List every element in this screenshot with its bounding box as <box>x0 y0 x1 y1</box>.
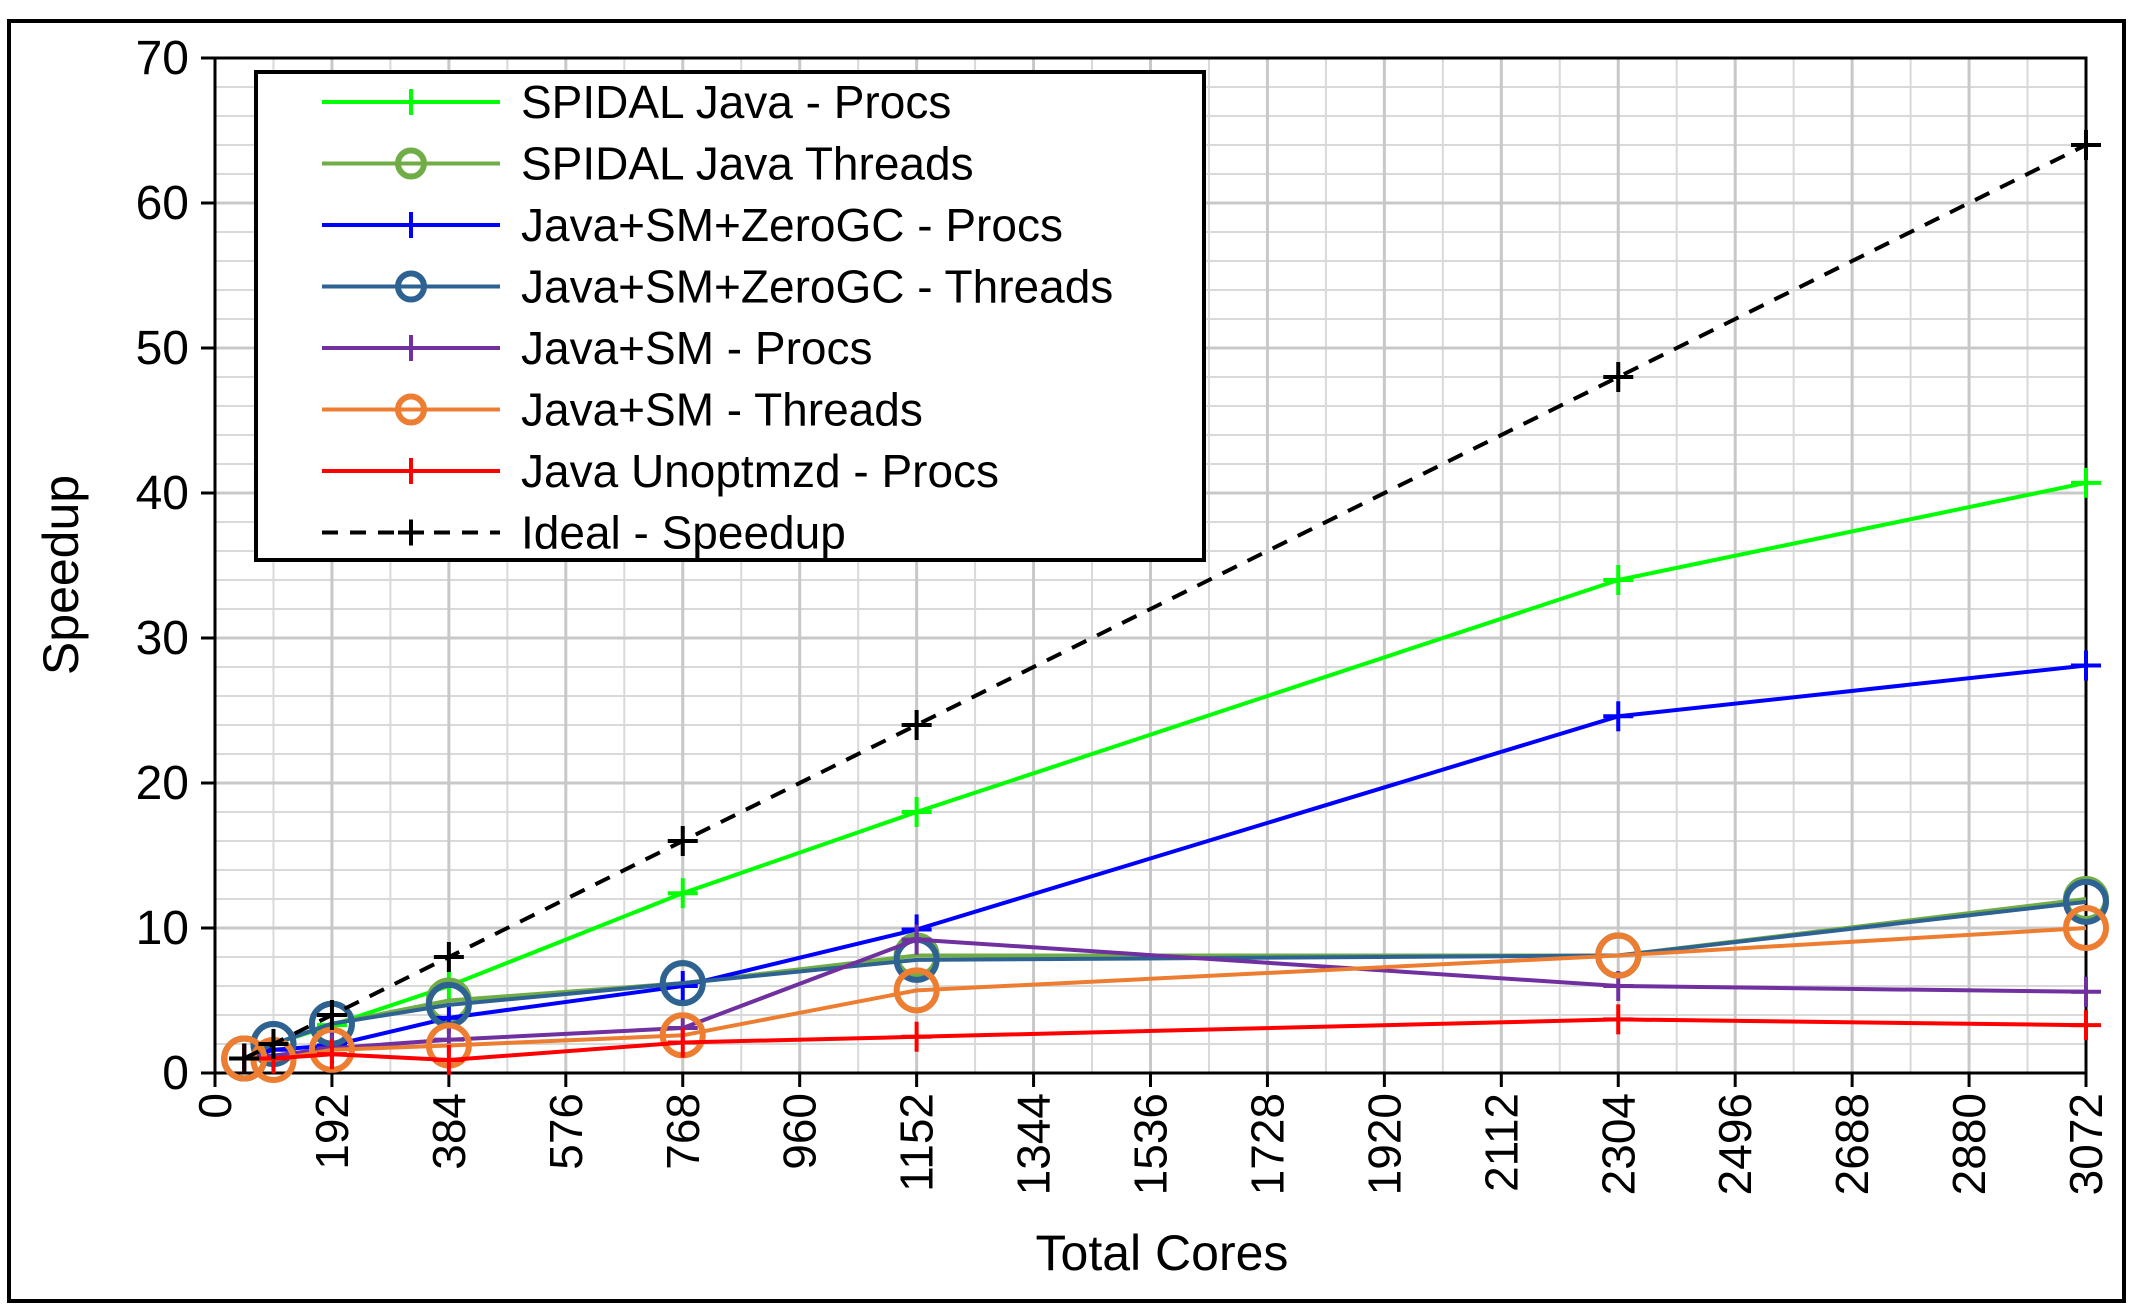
circle-marker <box>2063 905 2109 951</box>
circle-marker <box>2063 878 2109 925</box>
plus-marker <box>1603 701 1634 732</box>
plus-marker <box>901 710 932 740</box>
plus-marker <box>667 826 698 856</box>
plus-marker <box>398 212 424 238</box>
legend-label: Java+SM - Threads <box>521 384 923 436</box>
y-tick-label: 10 <box>136 902 189 955</box>
x-tick-label: 3072 <box>2060 1093 2112 1195</box>
legend-entry: Java+SM+ZeroGC - Threads <box>322 261 1113 313</box>
plus-marker <box>1603 362 1634 392</box>
y-tick-label: 50 <box>136 322 189 375</box>
y-tick-label: 40 <box>136 467 189 520</box>
x-tick-label: 2496 <box>1709 1093 1761 1195</box>
plus-marker <box>901 797 932 827</box>
series-lines <box>221 130 2109 1083</box>
x-tick-label: 576 <box>540 1093 592 1170</box>
plus-marker <box>2071 650 2101 681</box>
x-tick-label: 2880 <box>1943 1093 1995 1195</box>
plus-marker <box>398 458 424 484</box>
plus-marker <box>398 335 424 361</box>
legend-label: Java+SM - Procs <box>521 322 873 374</box>
plus-marker <box>2071 130 2101 160</box>
legend-entry: Java+SM - Procs <box>322 322 873 374</box>
legend-label: Java+SM+ZeroGC - Threads <box>521 261 1113 313</box>
plus-marker <box>2071 467 2101 498</box>
x-tick-label: 1152 <box>891 1093 943 1192</box>
legend-entry: Java+SM+ZeroGC - Procs <box>322 199 1063 251</box>
x-tick-label: 2688 <box>1826 1093 1878 1195</box>
plus-marker <box>1603 565 1634 595</box>
legend: SPIDAL Java - Procs SPIDAL Java Threads Ja… <box>254 70 1206 562</box>
x-tick-label: 1920 <box>1358 1093 1410 1195</box>
legend-entry: Java Unoptmzd - Procs <box>322 445 999 497</box>
plus-marker <box>316 1000 347 1030</box>
plus-marker <box>1603 1004 1634 1035</box>
x-tick-label: 2112 <box>1475 1093 1527 1192</box>
y-tick-label: 70 <box>136 32 189 85</box>
axes: 0 10 20 30 40 50 60 70 0 192 384 576 768 960 1152 1344 1… <box>136 32 2112 1195</box>
x-axis-title: Total Cores <box>1036 1225 1289 1281</box>
legend-label: Ideal - Speedup <box>521 507 846 559</box>
plus-marker <box>258 1029 289 1059</box>
x-tick-label: 0 <box>189 1093 241 1119</box>
legend-entry: Ideal - Speedup <box>322 507 846 559</box>
y-tick-label: 20 <box>136 757 189 810</box>
legend-label: Java+SM+ZeroGC - Procs <box>521 199 1063 251</box>
plus-marker <box>433 942 464 972</box>
x-tick-label: 1728 <box>1241 1093 1293 1195</box>
x-tick-label: 1536 <box>1125 1093 1177 1195</box>
x-tick-label: 192 <box>306 1093 358 1170</box>
circle-marker <box>1595 932 1642 979</box>
legend-label: SPIDAL Java - Procs <box>521 76 951 128</box>
plus-marker <box>433 1044 464 1075</box>
plus-marker <box>316 1039 347 1070</box>
x-tick-label: 960 <box>774 1093 826 1170</box>
plus-marker <box>2071 1010 2101 1041</box>
plus-marker <box>398 89 424 115</box>
plus-marker <box>901 924 932 955</box>
x-tick-label: 384 <box>423 1093 475 1170</box>
x-tick-label: 768 <box>657 1093 709 1170</box>
legend-entry: Java+SM - Threads <box>322 384 923 436</box>
legend-label: Java Unoptmzd - Procs <box>521 445 999 497</box>
plus-marker <box>667 1027 698 1058</box>
circle-marker <box>395 270 427 303</box>
legend-entry: SPIDAL Java - Procs <box>322 76 951 128</box>
plus-marker <box>667 878 698 909</box>
y-axis-title: Speedup <box>33 475 89 675</box>
y-tick-label: 60 <box>136 177 189 230</box>
circle-marker <box>395 147 427 180</box>
series-7 <box>229 130 2101 1074</box>
plus-marker <box>2071 976 2101 1007</box>
circle-marker <box>395 393 427 426</box>
circle-marker <box>893 967 940 1014</box>
circle-marker <box>659 960 706 1007</box>
plus-marker <box>398 519 424 546</box>
plus-marker <box>901 1021 932 1052</box>
x-tick-label: 2304 <box>1592 1093 1644 1195</box>
legend-label: SPIDAL Java Threads <box>521 138 974 190</box>
series-line <box>243 143 2087 1061</box>
y-tick-label: 30 <box>136 612 189 665</box>
plus-marker <box>229 1043 260 1074</box>
x-tick-label: 1344 <box>1008 1093 1060 1195</box>
legend-entry: SPIDAL Java Threads <box>322 138 974 190</box>
y-tick-label: 0 <box>162 1047 189 1100</box>
